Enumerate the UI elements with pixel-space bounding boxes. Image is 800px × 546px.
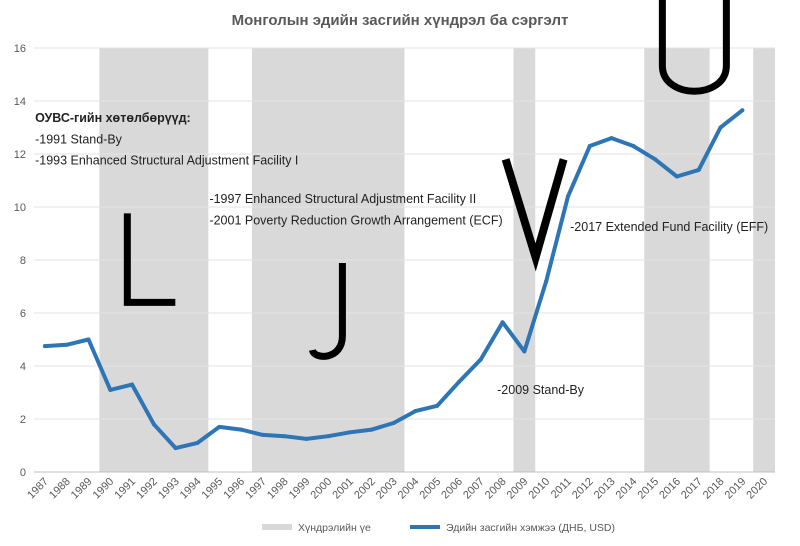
y-tick-label: 8 <box>20 255 26 267</box>
data-point-1999 <box>304 436 309 441</box>
data-point-2015 <box>653 157 658 162</box>
data-point-2013 <box>609 136 614 141</box>
letter-U <box>658 0 730 95</box>
x-tick-label: 2007 <box>461 476 487 502</box>
data-point-1988 <box>64 342 69 347</box>
x-tick-label: 2012 <box>570 476 596 502</box>
x-tick-label: 2019 <box>723 476 749 502</box>
x-tick-label: 2015 <box>635 476 661 502</box>
letter-V <box>501 158 568 272</box>
x-tick-label: 1991 <box>112 476 138 502</box>
data-point-1998 <box>282 434 287 439</box>
x-tick-label: 2009 <box>505 476 531 502</box>
x-tick-label: 1997 <box>243 476 269 502</box>
x-tick-label: 2008 <box>483 476 509 502</box>
x-tick-label: 2001 <box>330 476 356 502</box>
annotation-line: -2009 Stand-By <box>497 383 585 397</box>
imf-program-annotations: ОУВС-гийн хөтөлбөрүүд: -1991 Stand-By -199… <box>35 111 768 397</box>
x-tick-label: 1990 <box>91 476 117 502</box>
data-point-2006 <box>456 379 461 384</box>
data-point-2002 <box>369 427 374 432</box>
data-point-2012 <box>587 144 592 149</box>
data-point-1990 <box>108 387 113 392</box>
x-tick-label: 2004 <box>396 476 422 502</box>
legend-swatch-crisis <box>262 524 292 530</box>
legend-label-gdp: Эдийн засгийн хэмжээ (ДНБ, USD) <box>446 522 615 534</box>
letter-L <box>123 213 176 306</box>
data-point-1995 <box>217 424 222 429</box>
data-point-2009 <box>522 349 527 354</box>
y-tick-label: 6 <box>20 308 26 320</box>
x-tick-label: 2003 <box>374 476 400 502</box>
x-tick-label: 2014 <box>614 476 640 502</box>
x-tick-label: 1995 <box>200 476 226 502</box>
annotation-line: -1993 Enhanced Structural Adjustment Fac… <box>35 154 298 168</box>
x-tick-label: 2011 <box>549 476 574 501</box>
y-tick-label: 0 <box>20 467 26 479</box>
x-tick-label: 1998 <box>265 476 291 502</box>
data-point-2010 <box>544 279 549 284</box>
x-tick-label: 1994 <box>178 476 204 502</box>
data-point-2008 <box>500 320 505 325</box>
y-tick-label: 10 <box>14 202 26 214</box>
annotation-line: -1991 Stand-By <box>35 132 123 146</box>
data-point-2004 <box>413 409 418 414</box>
y-tick-label: 14 <box>14 96 26 108</box>
data-point-1994 <box>195 440 200 445</box>
data-point-2014 <box>631 144 636 149</box>
data-point-2018 <box>718 125 723 130</box>
data-point-2017 <box>696 167 701 172</box>
letter-J <box>308 263 346 360</box>
x-tick-label: 2000 <box>309 476 335 502</box>
data-point-1989 <box>86 337 91 342</box>
data-point-2000 <box>326 434 331 439</box>
y-tick-label: 2 <box>20 414 26 426</box>
x-tick-label: 2002 <box>352 476 378 502</box>
x-tick-label: 2016 <box>657 476 683 502</box>
x-tick-label: 2013 <box>592 476 618 502</box>
data-point-2011 <box>565 194 570 199</box>
data-point-1993 <box>173 446 178 451</box>
data-point-2016 <box>674 174 679 179</box>
data-point-2005 <box>435 403 440 408</box>
x-axis-ticks: 1987198819891990199119921993199419951996… <box>25 476 770 502</box>
annotation-line: -2017 Extended Fund Facility (EFF) <box>570 220 768 234</box>
y-tick-label: 16 <box>14 43 26 55</box>
y-tick-label: 12 <box>14 149 26 161</box>
x-tick-label: 2006 <box>439 476 465 502</box>
chart-title: Монголын эдийн засгийн хүндрэл ба сэргэл… <box>232 12 569 29</box>
x-tick-label: 2010 <box>526 476 552 502</box>
x-tick-label: 2020 <box>744 476 770 502</box>
data-point-1987 <box>42 344 47 349</box>
data-point-1992 <box>151 422 156 427</box>
x-tick-label: 2017 <box>679 476 705 502</box>
data-point-1991 <box>130 382 135 387</box>
y-tick-label: 4 <box>20 361 26 373</box>
x-tick-label: 1996 <box>221 476 247 502</box>
legend-label-crisis: Хүндрэлийн үе <box>298 522 371 534</box>
annotation-line: -1997 Enhanced Structural Adjustment Fac… <box>209 192 476 206</box>
x-tick-label: 2018 <box>701 476 727 502</box>
gdp-series <box>42 108 745 451</box>
recovery-shape-letters <box>123 0 730 360</box>
annotation-line: -2001 Poverty Reduction Growth Arrangeme… <box>209 213 502 227</box>
data-point-1996 <box>239 427 244 432</box>
x-tick-label: 1989 <box>69 476 95 502</box>
x-tick-label: 1992 <box>134 476 160 502</box>
x-tick-label: 2005 <box>418 476 444 502</box>
data-point-2001 <box>348 430 353 435</box>
legend: Хүндрэлийн үе Эдийн засгийн хэмжээ (ДНБ,… <box>262 522 615 534</box>
data-point-1997 <box>260 432 265 437</box>
x-tick-label: 1999 <box>287 476 313 502</box>
x-tick-label: 1993 <box>156 476 182 502</box>
x-tick-label: 1988 <box>47 476 73 502</box>
data-point-2003 <box>391 420 396 425</box>
y-axis-ticks: 0 2 4 6 8 10 12 14 16 <box>14 43 26 479</box>
annotation-heading: ОУВС-гийн хөтөлбөрүүд: <box>35 111 191 125</box>
data-point-2007 <box>478 357 483 362</box>
data-point-2019 <box>740 108 745 113</box>
x-tick-label: 1987 <box>25 476 51 502</box>
